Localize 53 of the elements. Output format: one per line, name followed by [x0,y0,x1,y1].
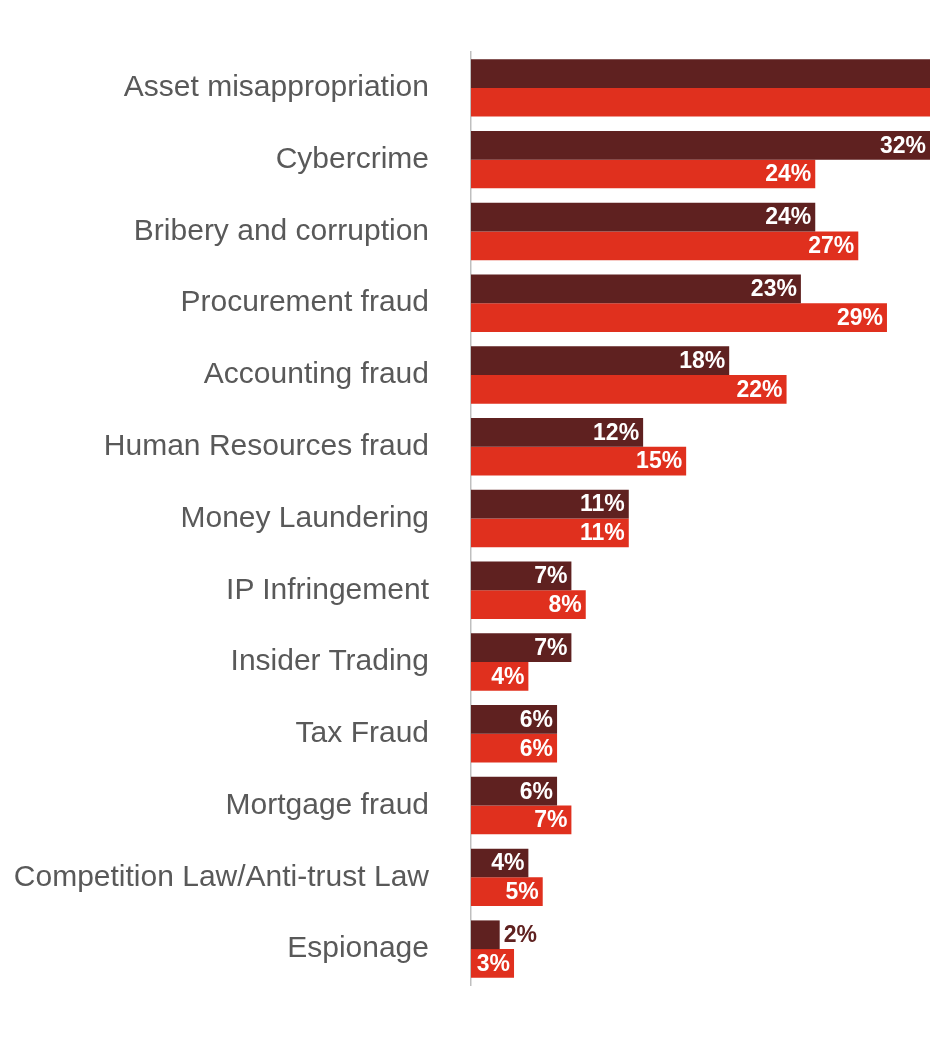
y-tick-label: Procurement fraud [180,284,429,318]
bar [471,130,930,160]
data-label: 6% [519,734,554,761]
bar [471,374,787,404]
data-label: 5% [505,878,539,905]
y-tick-label: Money Laundering [180,499,429,533]
data-label: 11% [580,490,625,517]
y-tick-label: IP Infringement [226,571,430,605]
data-label: 23% [750,275,797,302]
data-label: 3% [476,949,511,976]
data-label: 6% [519,705,554,732]
data-label: 24% [765,160,812,187]
bar [471,159,816,189]
bar [471,633,572,663]
y-tick-label: Asset misappropriation [123,69,429,103]
bar [471,446,687,476]
y-tick-label: Competition Law/Anti-trust Law [13,858,430,892]
data-label: 7% [534,634,568,661]
bar [471,489,629,519]
data-label: 24% [765,203,812,230]
data-label: 22% [736,375,783,402]
data-label: 4% [491,662,525,689]
data-label: 27% [808,232,855,259]
bar [471,346,730,375]
bar [471,87,930,117]
bar [471,418,644,447]
y-tick-label: Insider Trading [230,643,429,677]
bar [471,59,930,88]
y-tick-label: Cybercrime [275,140,429,174]
y-tick-label: Bribery and corruption [133,212,429,246]
bar [471,202,816,232]
data-label: 8% [548,590,582,617]
data-label: 29% [836,303,883,330]
bar [471,274,801,304]
data-label: 18% [679,346,726,373]
data-label: 7% [534,562,568,589]
y-tick-label: Accounting fraud [203,356,429,390]
data-label: 7% [534,806,568,833]
data-label: 2% [503,921,537,948]
y-tick-label: Espionage [287,930,429,964]
bar [471,231,859,261]
y-tick-label: Mortgage fraud [225,786,429,820]
bar [471,920,500,950]
data-label: 6% [519,777,554,804]
data-label: 11% [580,519,625,546]
y-tick-label: Tax Fraud [295,715,429,749]
data-label: 15% [636,447,683,474]
data-label: 12% [593,418,640,445]
bar [471,590,586,619]
data-label: 32% [879,131,926,158]
y-tick-label: Human Resources fraud [103,428,429,461]
bar [471,303,887,332]
data-label: 4% [491,849,525,876]
